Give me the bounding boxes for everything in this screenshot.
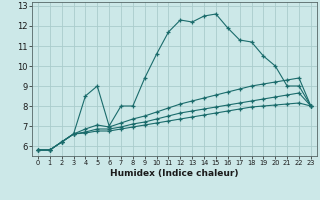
X-axis label: Humidex (Indice chaleur): Humidex (Indice chaleur) bbox=[110, 169, 239, 178]
